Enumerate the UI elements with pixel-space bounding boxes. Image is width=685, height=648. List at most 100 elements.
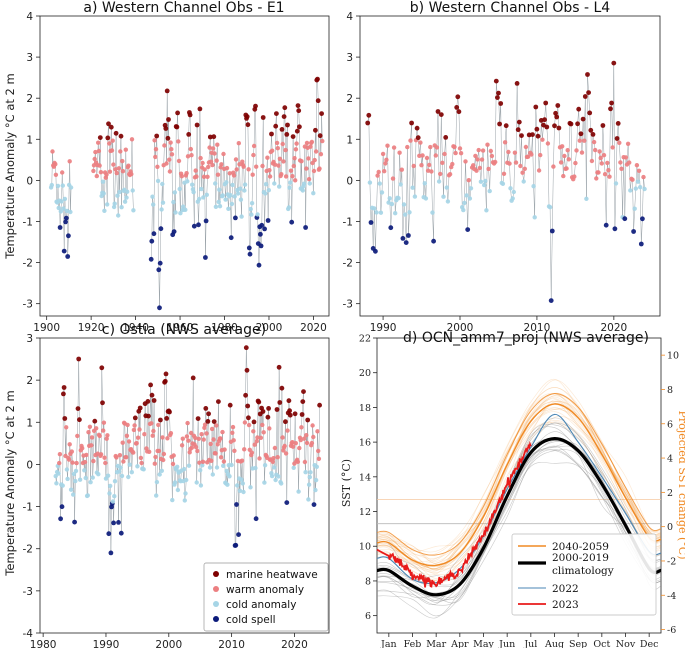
data-point — [155, 178, 161, 184]
data-point — [309, 139, 315, 145]
data-point — [112, 201, 117, 206]
data-point — [159, 468, 164, 473]
data-point — [86, 430, 91, 435]
data-point — [389, 201, 395, 207]
projection-member — [376, 415, 662, 576]
data-point — [188, 146, 193, 152]
data-point — [178, 211, 183, 216]
data-point — [161, 457, 166, 463]
data-point — [62, 416, 68, 421]
data-point — [130, 188, 135, 193]
data-point — [518, 163, 523, 169]
data-point — [98, 170, 104, 175]
data-point — [303, 225, 308, 230]
data-point — [523, 144, 529, 150]
data-point — [138, 455, 144, 461]
data-point — [237, 162, 242, 167]
data-point — [611, 60, 617, 66]
data-point — [311, 434, 316, 440]
data-point — [194, 174, 199, 179]
legend-label: 2022 — [552, 583, 579, 595]
data-point — [455, 94, 461, 100]
data-point — [582, 94, 588, 99]
data-point — [302, 459, 308, 465]
data-point — [231, 173, 237, 178]
data-point — [145, 399, 151, 404]
data-point — [307, 181, 312, 186]
data-point — [485, 142, 490, 147]
data-point — [265, 218, 271, 223]
x-tick-label: 1990 — [93, 639, 120, 648]
data-point — [243, 392, 249, 398]
x-tick-label: 2010 — [218, 639, 245, 648]
data-point — [249, 212, 254, 217]
data-point — [456, 109, 462, 115]
data-point — [99, 365, 105, 371]
data-point — [77, 417, 82, 423]
data-point — [288, 168, 294, 173]
data-point — [295, 103, 301, 108]
data-point — [108, 550, 114, 556]
data-point — [641, 174, 646, 180]
data-point — [151, 428, 156, 434]
data-point — [534, 126, 540, 132]
y-tick-label: 2 — [26, 375, 33, 387]
data-point — [236, 532, 242, 537]
panel-a-ylabel: Temperature Anomaly °C at 2 m — [3, 73, 17, 259]
data-point — [304, 140, 310, 146]
y-tick-label: 8 — [365, 576, 371, 587]
data-point — [202, 167, 207, 172]
data-point — [160, 435, 165, 440]
data-point — [207, 145, 212, 150]
data-point — [386, 200, 391, 205]
data-point — [196, 222, 201, 228]
y-tick-label: -2 — [23, 544, 33, 556]
data-point — [217, 204, 223, 209]
data-point — [290, 444, 296, 449]
data-point — [279, 126, 285, 132]
data-point — [251, 152, 256, 158]
data-point — [228, 235, 234, 241]
data-point — [313, 149, 319, 154]
data-point — [436, 179, 442, 184]
data-point — [169, 147, 174, 152]
data-point — [118, 149, 123, 154]
data-point — [82, 459, 88, 465]
data-point — [85, 493, 91, 498]
data-point — [289, 219, 295, 225]
data-point — [126, 474, 131, 480]
data-point — [286, 398, 292, 404]
data-point — [60, 170, 65, 175]
y-tick-label: -3 — [23, 299, 33, 311]
data-point — [299, 159, 304, 164]
data-point — [275, 455, 280, 460]
data-point — [77, 477, 83, 482]
data-point — [82, 468, 87, 473]
data-point — [297, 445, 302, 451]
y-tick-label: 10 — [359, 542, 371, 553]
data-point — [117, 453, 123, 458]
data-point — [227, 171, 232, 176]
data-point — [285, 428, 290, 433]
data-point — [190, 375, 196, 381]
data-point — [407, 210, 412, 215]
x-tick-label: Feb — [404, 639, 422, 648]
data-point — [65, 476, 70, 482]
data-point — [249, 450, 255, 455]
data-point — [623, 155, 629, 160]
data-point — [159, 207, 164, 212]
data-point — [388, 225, 394, 231]
series-2023-line — [376, 440, 532, 588]
data-point — [233, 215, 238, 221]
data-point — [135, 464, 140, 469]
data-point — [406, 233, 411, 238]
data-point — [414, 125, 420, 131]
y-tick-label: -3 — [343, 299, 353, 311]
y-tick-label: -2 — [343, 258, 353, 270]
data-point — [185, 179, 190, 184]
data-point — [306, 497, 311, 502]
projection-member — [376, 393, 662, 569]
data-point — [156, 422, 161, 428]
data-point — [633, 186, 638, 191]
data-point — [92, 418, 98, 424]
